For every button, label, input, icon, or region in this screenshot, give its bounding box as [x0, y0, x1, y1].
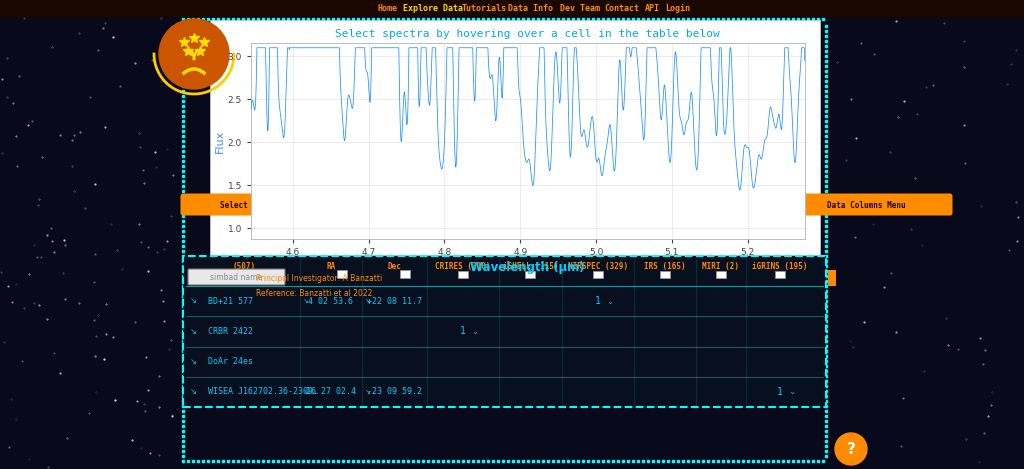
Text: (507): (507) [232, 262, 256, 271]
Text: iGRINS (195): iGRINS (195) [753, 262, 808, 271]
Text: IRS (165): IRS (165) [644, 262, 686, 271]
FancyBboxPatch shape [607, 194, 761, 215]
Text: DoAr 24es: DoAr 24es [208, 357, 253, 366]
Text: CRIRES (210): CRIRES (210) [435, 262, 490, 271]
Text: Select Sample  ▼: Select Sample ▼ [220, 201, 294, 210]
Circle shape [159, 19, 229, 89]
Text: RA: RA [327, 262, 336, 271]
FancyBboxPatch shape [355, 194, 581, 215]
FancyBboxPatch shape [188, 269, 285, 285]
Bar [458, 271, 468, 278]
Bar [0, 0, 1024, 16]
Text: Select Graphed Spectrum for Download: Select Graphed Spectrum for Download [385, 201, 551, 210]
Text: +22 08 11.7: +22 08 11.7 [367, 296, 422, 306]
Text: ⌄: ⌄ [788, 387, 796, 396]
FancyBboxPatch shape [180, 194, 334, 215]
Bar [828, 270, 836, 286]
Text: API: API [644, 3, 659, 13]
Text: ⌄: ⌄ [606, 296, 613, 306]
Text: ↘: ↘ [365, 389, 371, 395]
Text: Principal Investigator: A Banzatti: Principal Investigator: A Banzatti [256, 274, 383, 283]
Text: Dec: Dec [387, 262, 401, 271]
Text: iSHELL (115): iSHELL (115) [503, 262, 558, 271]
Bar [716, 271, 726, 278]
Text: Login: Login [666, 3, 690, 13]
Text: ↘: ↘ [303, 389, 309, 395]
Text: 1: 1 [777, 387, 783, 397]
Bar [525, 271, 535, 278]
Text: 1: 1 [460, 326, 466, 336]
Text: Contact: Contact [604, 3, 640, 13]
Text: ↘: ↘ [189, 327, 197, 336]
Bar [400, 270, 410, 278]
Title: Select spectra by hovering over a cell in the table below: Select spectra by hovering over a cell i… [336, 29, 720, 38]
Text: ?: ? [847, 441, 855, 456]
Y-axis label: Flux: Flux [215, 129, 225, 152]
Text: NIRSPEC (329): NIRSPEC (329) [568, 262, 628, 271]
Text: ↘: ↘ [189, 357, 197, 366]
Text: Tutorials: Tutorials [462, 3, 507, 13]
Text: ⌄: ⌄ [471, 327, 478, 336]
Text: 16 27 02.4: 16 27 02.4 [306, 387, 356, 396]
Bar [337, 270, 347, 278]
Text: Data Info: Data Info [509, 3, 554, 13]
Circle shape [835, 433, 867, 465]
Text: Dev Team: Dev Team [560, 3, 600, 13]
X-axis label: Wavelength (μm): Wavelength (μm) [470, 261, 585, 274]
Text: -23 09 59.2: -23 09 59.2 [367, 387, 422, 396]
Text: MIRI (2): MIRI (2) [702, 262, 739, 271]
Text: CRBR 2422: CRBR 2422 [208, 327, 253, 336]
Text: Data Columns Menu: Data Columns Menu [826, 201, 905, 210]
Text: Hitran Line Menu: Hitran Line Menu [647, 201, 721, 210]
Text: Explore Data: Explore Data [403, 3, 463, 13]
Text: 1: 1 [595, 296, 601, 306]
Text: ↘: ↘ [365, 298, 371, 304]
Text: Reference: Banzatti et al 2022: Reference: Banzatti et al 2022 [256, 289, 373, 298]
FancyBboxPatch shape [779, 194, 952, 215]
Text: ↘: ↘ [189, 387, 197, 396]
Text: BD+21 577: BD+21 577 [208, 296, 253, 306]
Bar [183, 256, 826, 407]
Text: Home: Home [378, 3, 398, 13]
Text: ↘: ↘ [303, 298, 309, 304]
Bar [775, 271, 785, 278]
Bar [660, 271, 670, 278]
Text: simbad name: simbad name [210, 272, 262, 281]
Text: ↘: ↘ [189, 296, 197, 306]
Text: 4 02 53.6: 4 02 53.6 [308, 296, 353, 306]
Bar [593, 271, 603, 278]
Text: WISEA J162702.36-2309…: WISEA J162702.36-2309… [208, 387, 318, 396]
Bar [210, 20, 820, 255]
